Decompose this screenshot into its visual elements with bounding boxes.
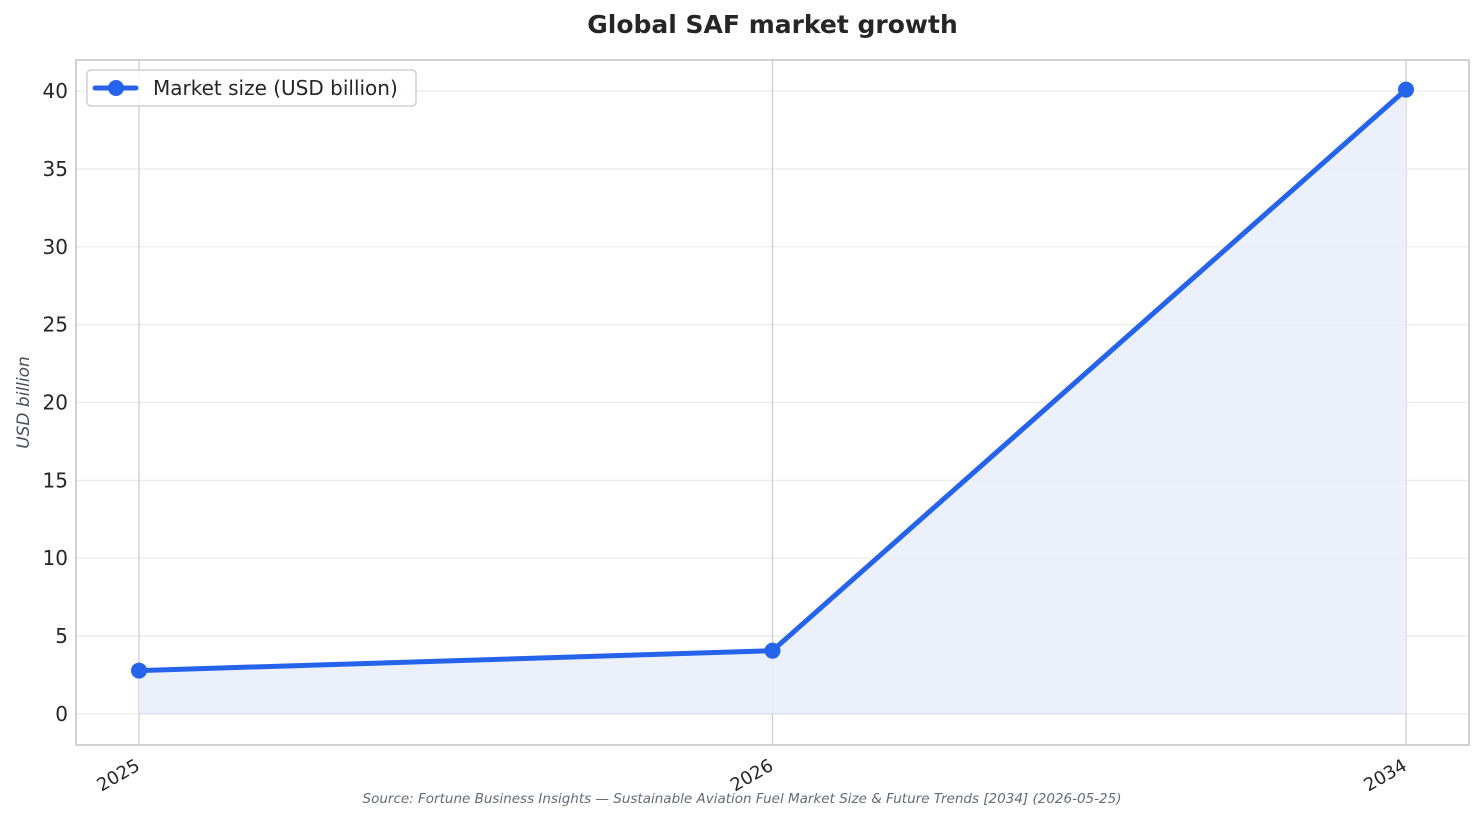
y-tick-label: 30 [43, 235, 68, 259]
y-tick-label: 35 [43, 157, 68, 181]
area-fill [139, 89, 1406, 714]
data-point [131, 662, 147, 679]
data-point [764, 642, 781, 659]
chart-title: Global SAF market growth [587, 10, 958, 39]
y-tick-label: 25 [43, 313, 68, 337]
y-tick-label: 5 [55, 624, 68, 648]
y-axis-label: USD billion [14, 356, 34, 449]
source-note: Source: Fortune Business Insights — Sust… [362, 791, 1122, 807]
legend-box [86, 69, 417, 107]
legend: Market size (USD billion) [86, 69, 417, 107]
y-tick-label: 15 [43, 468, 68, 492]
data-point [1398, 81, 1414, 98]
y-tick-label: 0 [55, 702, 68, 726]
y-tick-label: 10 [43, 546, 68, 570]
area-fill-layer [139, 89, 1406, 715]
y-tick-label: 40 [43, 79, 68, 103]
y-tick-label: 20 [43, 391, 68, 415]
data-point-layer [131, 81, 1414, 679]
legend-marker [108, 80, 124, 96]
legend-label: Market size (USD billion) [153, 76, 398, 100]
plot-frame [75, 59, 1470, 746]
